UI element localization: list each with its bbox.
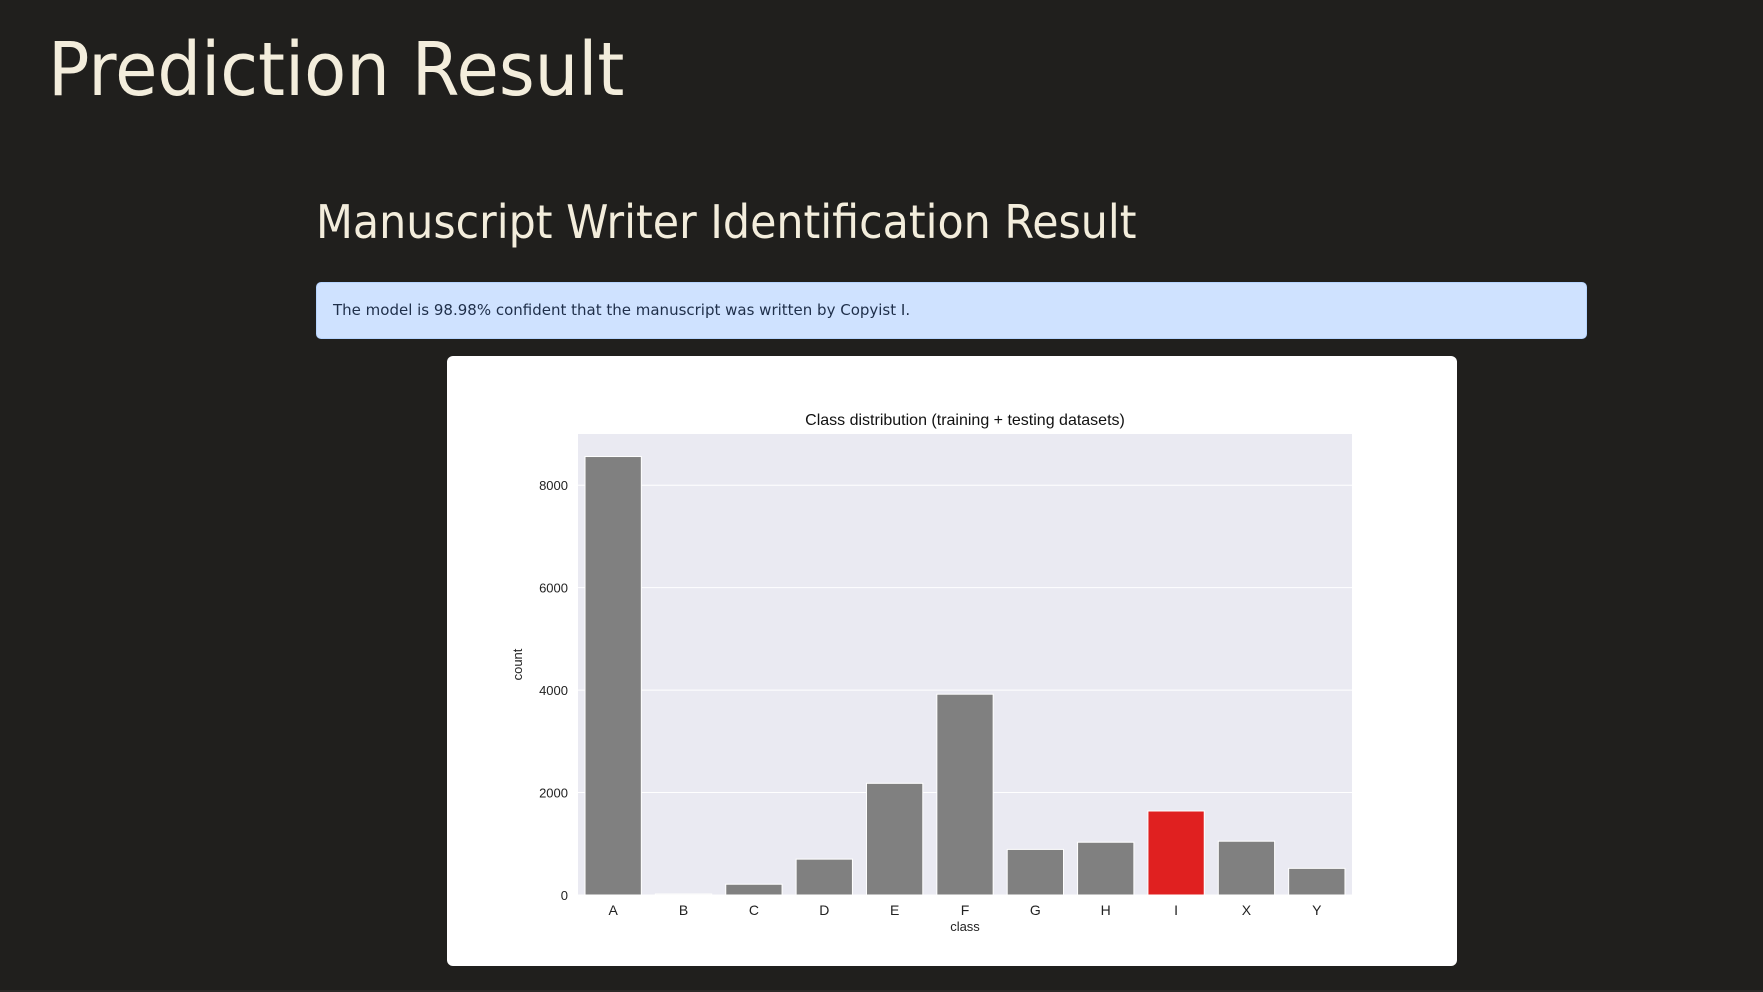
section-title: Manuscript Writer Identification Result xyxy=(316,195,1137,249)
y-tick-label: 6000 xyxy=(539,581,568,596)
bar-x xyxy=(1217,840,1276,896)
x-tick-label: X xyxy=(1242,902,1252,918)
y-tick-label: 0 xyxy=(561,888,568,903)
y-tick-label: 8000 xyxy=(539,478,568,493)
bar-e xyxy=(865,782,924,896)
bar-f xyxy=(936,693,994,896)
bar-g xyxy=(1006,848,1065,896)
x-tick-label: H xyxy=(1101,902,1111,918)
bottom-divider xyxy=(0,990,1763,992)
x-tick-label: C xyxy=(749,902,759,918)
y-tick-label: 2000 xyxy=(539,786,568,801)
y-axis-label: count xyxy=(510,648,525,680)
bar-b xyxy=(654,893,713,896)
bar-y xyxy=(1288,867,1346,896)
bar-d xyxy=(795,858,853,896)
x-tick-label: I xyxy=(1174,902,1178,918)
x-tick-label: A xyxy=(609,902,619,918)
x-tick-label: G xyxy=(1030,902,1041,918)
class-distribution-chart: 0 2000 4000 6000 8000 A B C D E F G H I X Y Class distri… xyxy=(510,412,1352,934)
x-tick-label: E xyxy=(890,902,899,918)
bar-a xyxy=(584,456,642,896)
page-title: Prediction Result xyxy=(48,27,625,113)
x-tick-label: F xyxy=(961,902,970,918)
x-tick-label: Y xyxy=(1312,902,1322,918)
bar-c xyxy=(725,883,783,896)
bar-h xyxy=(1077,841,1135,896)
chart-title: Class distribution (training + testing d… xyxy=(805,412,1125,429)
x-tick-label: D xyxy=(819,902,829,918)
prediction-alert: The model is 98.98% confident that the m… xyxy=(316,282,1587,339)
x-tick-label: B xyxy=(679,902,688,918)
y-tick-label: 4000 xyxy=(539,683,568,698)
chart-card: 0 2000 4000 6000 8000 A B C D E F G H I X Y Class distri… xyxy=(447,356,1457,966)
x-axis-label: class xyxy=(950,919,980,934)
bar-i xyxy=(1147,810,1205,896)
prediction-alert-text: The model is 98.98% confident that the m… xyxy=(333,301,911,319)
